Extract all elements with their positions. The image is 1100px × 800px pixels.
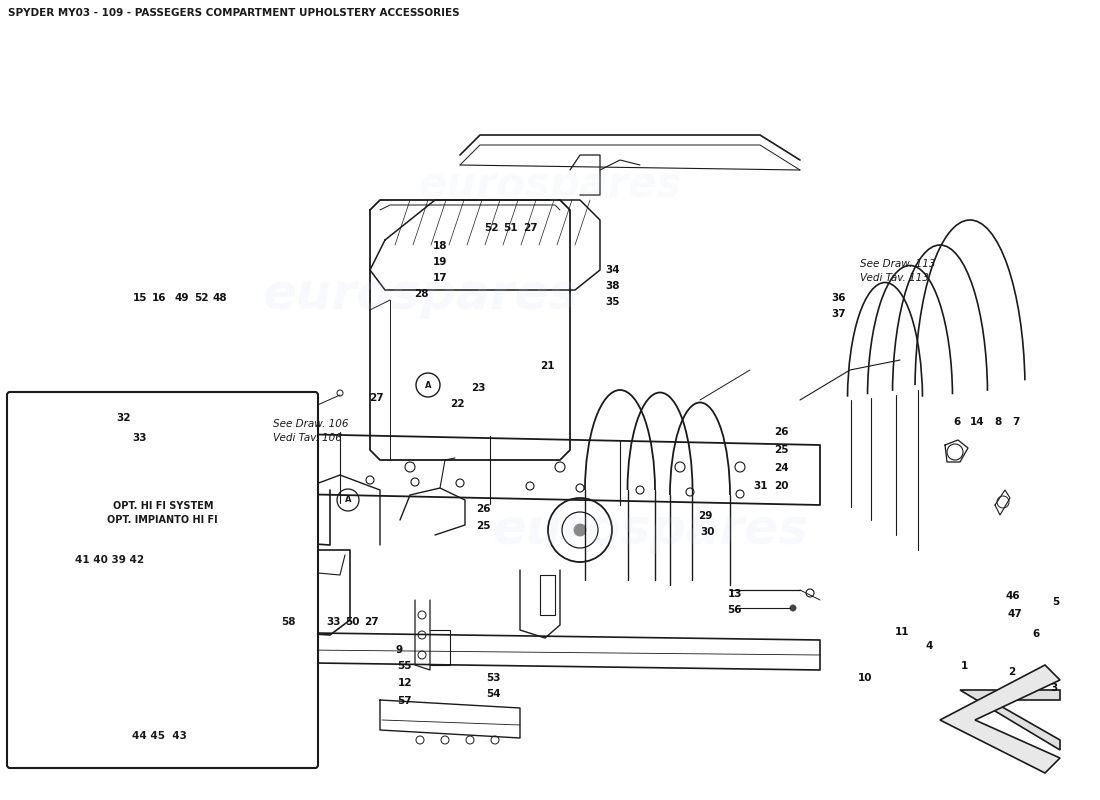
Text: 7: 7: [1013, 418, 1020, 427]
Text: 12: 12: [397, 678, 412, 688]
Text: 46: 46: [1005, 591, 1021, 601]
Text: 35: 35: [605, 298, 620, 307]
Text: 8: 8: [994, 418, 1001, 427]
Text: 27: 27: [368, 394, 384, 403]
Text: 34: 34: [605, 266, 620, 275]
Text: eurospares: eurospares: [492, 506, 808, 554]
Text: 13: 13: [727, 589, 742, 598]
Text: 47: 47: [1008, 610, 1023, 619]
Text: 23: 23: [471, 383, 486, 393]
Text: 27: 27: [522, 223, 538, 233]
Text: 54: 54: [486, 690, 502, 699]
Text: 36: 36: [830, 293, 846, 302]
Text: 33: 33: [326, 618, 341, 627]
Text: 2: 2: [1009, 667, 1015, 677]
Text: 5: 5: [1053, 597, 1059, 606]
Text: 9: 9: [396, 645, 403, 654]
Text: 52: 52: [194, 293, 209, 302]
Text: 52: 52: [484, 223, 499, 233]
Text: OPT. HI FI SYSTEM: OPT. HI FI SYSTEM: [112, 501, 213, 510]
Text: eurospares: eurospares: [262, 271, 578, 319]
Text: OPT. IMPIANTO HI FI: OPT. IMPIANTO HI FI: [108, 515, 218, 525]
Text: 16: 16: [152, 293, 167, 302]
Text: 50: 50: [344, 618, 360, 627]
Text: 38: 38: [605, 282, 620, 291]
Text: 55: 55: [397, 662, 412, 671]
Text: Vedi Tav. 106: Vedi Tav. 106: [273, 433, 342, 442]
Text: 26: 26: [475, 504, 491, 514]
Text: 24: 24: [773, 463, 789, 473]
Text: 25: 25: [475, 522, 491, 531]
Text: 25: 25: [773, 445, 789, 454]
Text: 28: 28: [414, 290, 429, 299]
Text: 15: 15: [132, 293, 147, 302]
Text: 22: 22: [450, 399, 465, 409]
Text: 44 45  43: 44 45 43: [132, 731, 187, 741]
Text: A: A: [425, 381, 431, 390]
Text: 41 40 39 42: 41 40 39 42: [76, 555, 144, 565]
Text: 20: 20: [773, 482, 789, 491]
Text: 27: 27: [364, 618, 380, 627]
Text: 6: 6: [954, 418, 960, 427]
Text: 1: 1: [961, 661, 968, 670]
Text: SPYDER MY03 - 109 - PASSEGERS COMPARTMENT UPHOLSTERY ACCESSORIES: SPYDER MY03 - 109 - PASSEGERS COMPARTMEN…: [8, 8, 460, 18]
Text: 14: 14: [969, 418, 984, 427]
Text: 49: 49: [174, 293, 189, 302]
Text: 29: 29: [697, 511, 713, 521]
Text: Vedi Tav. 113: Vedi Tav. 113: [860, 274, 930, 283]
Text: 18: 18: [432, 241, 448, 250]
Text: 10: 10: [857, 674, 872, 683]
Text: 57: 57: [397, 696, 412, 706]
Text: 19: 19: [432, 258, 448, 267]
Text: 11: 11: [894, 627, 910, 637]
Text: 4: 4: [926, 642, 933, 651]
Text: See Draw. 113: See Draw. 113: [860, 259, 936, 269]
Text: 31: 31: [752, 482, 768, 491]
Text: 58: 58: [280, 618, 296, 627]
FancyBboxPatch shape: [7, 392, 318, 768]
Circle shape: [190, 582, 200, 592]
Text: A: A: [344, 495, 351, 505]
Text: 56: 56: [727, 605, 742, 614]
Text: 17: 17: [432, 274, 448, 283]
Text: 53: 53: [486, 673, 502, 682]
Circle shape: [790, 605, 796, 611]
Text: eurospares: eurospares: [418, 164, 682, 206]
Text: 33: 33: [132, 434, 147, 443]
Text: 32: 32: [116, 413, 131, 422]
Text: 21: 21: [540, 362, 556, 371]
Circle shape: [574, 524, 586, 536]
Polygon shape: [960, 690, 1060, 750]
Text: 26: 26: [773, 427, 789, 437]
Text: 51: 51: [503, 223, 518, 233]
Polygon shape: [940, 665, 1060, 773]
Text: 48: 48: [212, 293, 228, 302]
Text: See Draw. 106: See Draw. 106: [273, 419, 349, 429]
Text: 3: 3: [1050, 683, 1057, 693]
Text: 37: 37: [830, 309, 846, 318]
Text: 30: 30: [700, 527, 715, 537]
Text: 6: 6: [1033, 629, 1039, 638]
